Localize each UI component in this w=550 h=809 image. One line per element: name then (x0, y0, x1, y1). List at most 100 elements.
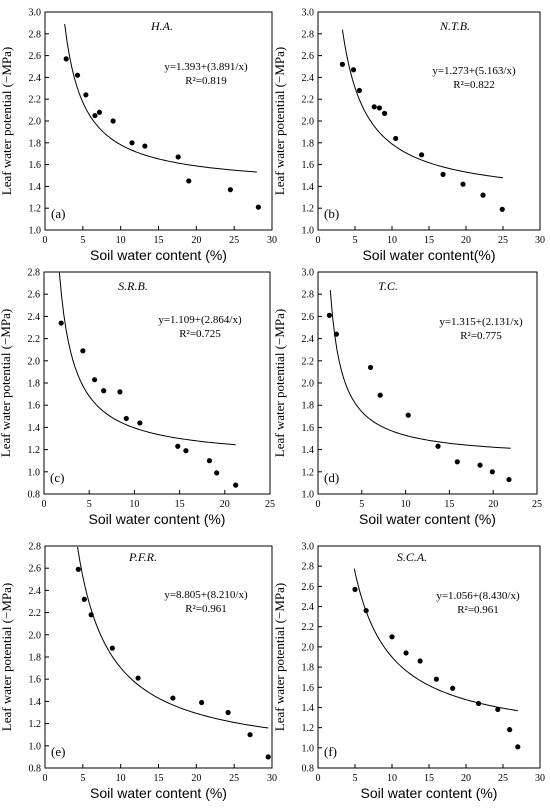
data-point (419, 152, 425, 158)
data-point (515, 744, 521, 750)
data-point (170, 695, 176, 701)
fit-curve (64, 23, 257, 173)
y-tick-label: 1.8 (28, 379, 41, 390)
data-point (225, 709, 231, 716)
panel-title: T.C. (378, 279, 398, 293)
panel-f: 0 5 10 15 20 25 30 0.8 1.0 1.2 1.4 1.6 1.8 2.0 2.2 2.4 2… (272, 542, 545, 802)
y-tick-label: 1.8 (302, 401, 315, 412)
y-tick-label: 1.4 (302, 703, 315, 714)
fit-curve (353, 568, 518, 712)
x-tick-label: 20 (220, 499, 230, 510)
y-tick-label: 2.8 (29, 542, 42, 553)
x-tick-label: 10 (129, 499, 139, 510)
data-point (477, 462, 483, 468)
data-point (75, 566, 81, 572)
plot-frame (43, 271, 271, 495)
y-tick-label: 2.8 (28, 268, 41, 279)
data-point (480, 192, 486, 198)
y-tick-label: 1.2 (302, 723, 315, 734)
y-tick-label: 1.6 (302, 683, 315, 694)
panel-label: (e) (51, 744, 65, 759)
y-tick-label: 2.4 (29, 586, 42, 597)
y-tick-label: 2.8 (29, 29, 42, 40)
y-tick-label: 0.8 (302, 764, 315, 775)
x-tick-label: 15 (424, 235, 434, 246)
y-tick-label: 2.2 (28, 334, 41, 345)
y-tick-label: 1.0 (29, 226, 42, 237)
y-tick-label: 0.8 (28, 490, 41, 501)
fit-curve (77, 546, 269, 729)
y-tick-label: 2.6 (28, 290, 41, 301)
y-tick-label: 1.0 (302, 743, 315, 754)
y-tick-label: 2.6 (302, 51, 315, 62)
data-point (371, 104, 377, 110)
y-tick-label: 3.0 (29, 8, 42, 19)
x-tick-label: 0 (316, 235, 321, 246)
data-point (403, 650, 409, 656)
y-tick-label: 3.0 (302, 268, 315, 279)
panel-label: (d) (324, 470, 339, 485)
data-point (123, 415, 129, 422)
data-point (233, 482, 239, 488)
fit-equation: y=1.315+(2.131/x) (439, 316, 523, 328)
x-tick-label: 15 (175, 499, 185, 510)
data-point (199, 699, 205, 706)
x-axis-label: Soil water content(%) (362, 247, 495, 263)
data-point (186, 178, 192, 184)
x-tick-label: 15 (154, 235, 164, 246)
r-squared: R²=0.961 (457, 604, 499, 616)
y-tick-label: 1.4 (302, 182, 315, 193)
r-squared: R²=0.822 (453, 79, 495, 91)
y-tick-label: 1.8 (302, 138, 315, 149)
y-tick-label: 1.0 (302, 490, 315, 501)
data-point (382, 110, 388, 116)
panel-label: (c) (50, 470, 64, 485)
data-point (206, 458, 213, 464)
y-tick-label: 1.2 (29, 719, 42, 730)
x-tick-label: 25 (498, 235, 508, 246)
panel-title: H.A. (150, 19, 173, 33)
y-tick-label: 2.0 (28, 356, 41, 367)
y-tick-label: 2.2 (29, 95, 42, 106)
data-point (475, 700, 482, 707)
y-tick-label: 1.4 (28, 423, 41, 434)
y-tick-label: 1.6 (29, 160, 42, 171)
data-point (507, 727, 513, 733)
y-tick-label: 2.0 (29, 117, 42, 128)
x-axis-label: Soil water content (%) (361, 785, 498, 801)
y-tick-label: 2.8 (302, 562, 315, 573)
data-point (417, 658, 423, 664)
panel-title: S.C.A. (397, 550, 427, 564)
fit-equation: y=1.109+(2.864/x) (158, 314, 242, 326)
panel-d: 0 5 10 15 20 25 1.0 1.2 1.4 1.6 1.8 2.0 2.2 2.4 2.6 2.8… (272, 268, 542, 528)
y-tick-label: 1.6 (29, 675, 42, 686)
data-point (96, 109, 103, 115)
data-point (450, 685, 456, 691)
y-tick-label: 2.4 (302, 73, 315, 84)
x-tick-label: 30 (267, 773, 277, 784)
panel-label: (f) (324, 744, 337, 759)
data-point (135, 675, 141, 681)
x-tick-label: 30 (535, 773, 545, 784)
data-point (80, 348, 86, 354)
x-tick-label: 20 (191, 773, 201, 784)
data-point (175, 443, 181, 449)
x-tick-label: 0 (43, 235, 48, 246)
y-tick-label: 1.0 (302, 226, 315, 237)
x-tick-label: 5 (353, 773, 358, 784)
data-point (440, 171, 446, 178)
fit-equation: y=1.393+(3.891/x) (164, 61, 248, 73)
y-tick-label: 1.2 (28, 445, 41, 456)
panel-title: N.T.B. (439, 19, 470, 33)
plot-frame (317, 271, 538, 495)
y-axis-label: Leaf water potential (−MPa) (0, 583, 14, 731)
x-tick-label: 30 (267, 235, 277, 246)
x-tick-label: 0 (316, 499, 321, 510)
data-point (183, 448, 189, 454)
r-squared: R²=0.775 (460, 330, 502, 342)
x-tick-label: 0 (316, 773, 321, 784)
x-tick-label: 15 (154, 773, 164, 784)
y-tick-label: 1.2 (29, 204, 42, 215)
data-point (88, 612, 94, 618)
